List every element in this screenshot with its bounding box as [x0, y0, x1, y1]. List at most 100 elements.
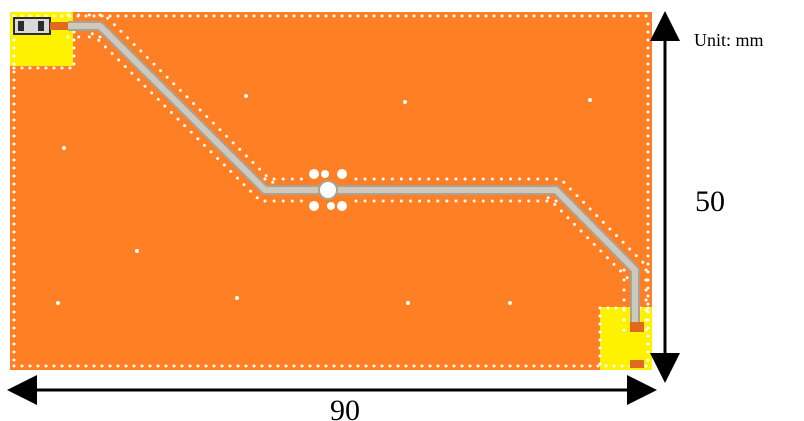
via	[292, 364, 296, 368]
via	[238, 147, 242, 151]
via	[12, 364, 16, 368]
via	[189, 130, 193, 134]
via	[646, 306, 650, 310]
via	[573, 222, 577, 226]
via	[646, 254, 650, 258]
via	[12, 78, 16, 82]
via	[12, 182, 16, 186]
via	[646, 302, 650, 306]
via	[220, 14, 224, 18]
via	[12, 326, 16, 330]
via	[646, 158, 650, 162]
via	[646, 22, 650, 26]
via	[36, 364, 40, 368]
via	[132, 364, 136, 368]
via	[28, 66, 32, 70]
via	[604, 364, 608, 368]
via	[524, 364, 528, 368]
via	[159, 69, 163, 73]
via	[598, 314, 602, 318]
via	[252, 364, 256, 368]
via	[646, 246, 650, 250]
via	[92, 14, 96, 18]
via	[646, 270, 650, 274]
via	[390, 199, 394, 203]
via	[518, 177, 522, 181]
via	[396, 364, 400, 368]
via	[169, 111, 173, 115]
via	[646, 118, 650, 122]
via	[548, 14, 552, 18]
via	[299, 177, 303, 181]
via	[28, 364, 32, 368]
via	[20, 66, 24, 70]
output-connector-icon	[630, 322, 644, 368]
via	[403, 100, 407, 104]
via	[508, 301, 512, 305]
via	[132, 14, 136, 18]
via	[235, 176, 239, 180]
via	[12, 358, 16, 362]
via	[516, 14, 520, 18]
via	[468, 14, 472, 18]
via	[164, 14, 168, 18]
via	[646, 94, 650, 98]
via	[499, 199, 503, 203]
via	[598, 354, 602, 358]
via	[621, 240, 625, 244]
via	[103, 45, 107, 49]
via	[12, 142, 16, 146]
via	[644, 278, 648, 282]
via	[380, 14, 384, 18]
via	[619, 269, 623, 273]
via	[564, 364, 568, 368]
via	[12, 54, 16, 58]
via	[595, 214, 599, 218]
via	[348, 364, 352, 368]
via	[292, 14, 296, 18]
via	[436, 177, 440, 181]
via	[202, 143, 206, 147]
via	[12, 134, 16, 138]
via	[90, 32, 94, 36]
via	[332, 14, 336, 18]
via	[84, 14, 88, 18]
via	[136, 78, 140, 82]
via	[388, 364, 392, 368]
via	[454, 199, 458, 203]
via	[12, 302, 16, 306]
via	[481, 177, 485, 181]
via	[646, 286, 650, 290]
via	[12, 166, 16, 170]
via	[579, 229, 583, 233]
via	[12, 14, 16, 18]
via	[646, 198, 650, 202]
output-port-pad	[600, 307, 652, 370]
via	[68, 364, 72, 368]
via	[356, 364, 360, 368]
via	[12, 318, 16, 322]
via	[12, 150, 16, 154]
via	[580, 364, 584, 368]
via	[646, 294, 650, 298]
via	[492, 364, 496, 368]
via	[308, 14, 312, 18]
via	[185, 95, 189, 99]
via	[572, 364, 576, 368]
via	[646, 182, 650, 186]
via	[56, 301, 60, 305]
via	[532, 364, 536, 368]
via	[196, 14, 200, 18]
via	[172, 14, 176, 18]
via	[264, 174, 268, 178]
via	[646, 70, 650, 74]
via	[604, 14, 608, 18]
via	[476, 364, 480, 368]
via	[316, 364, 320, 368]
via	[396, 14, 400, 18]
via	[575, 194, 579, 198]
via	[12, 102, 16, 106]
via	[554, 199, 558, 203]
via	[252, 14, 256, 18]
via	[28, 14, 32, 18]
